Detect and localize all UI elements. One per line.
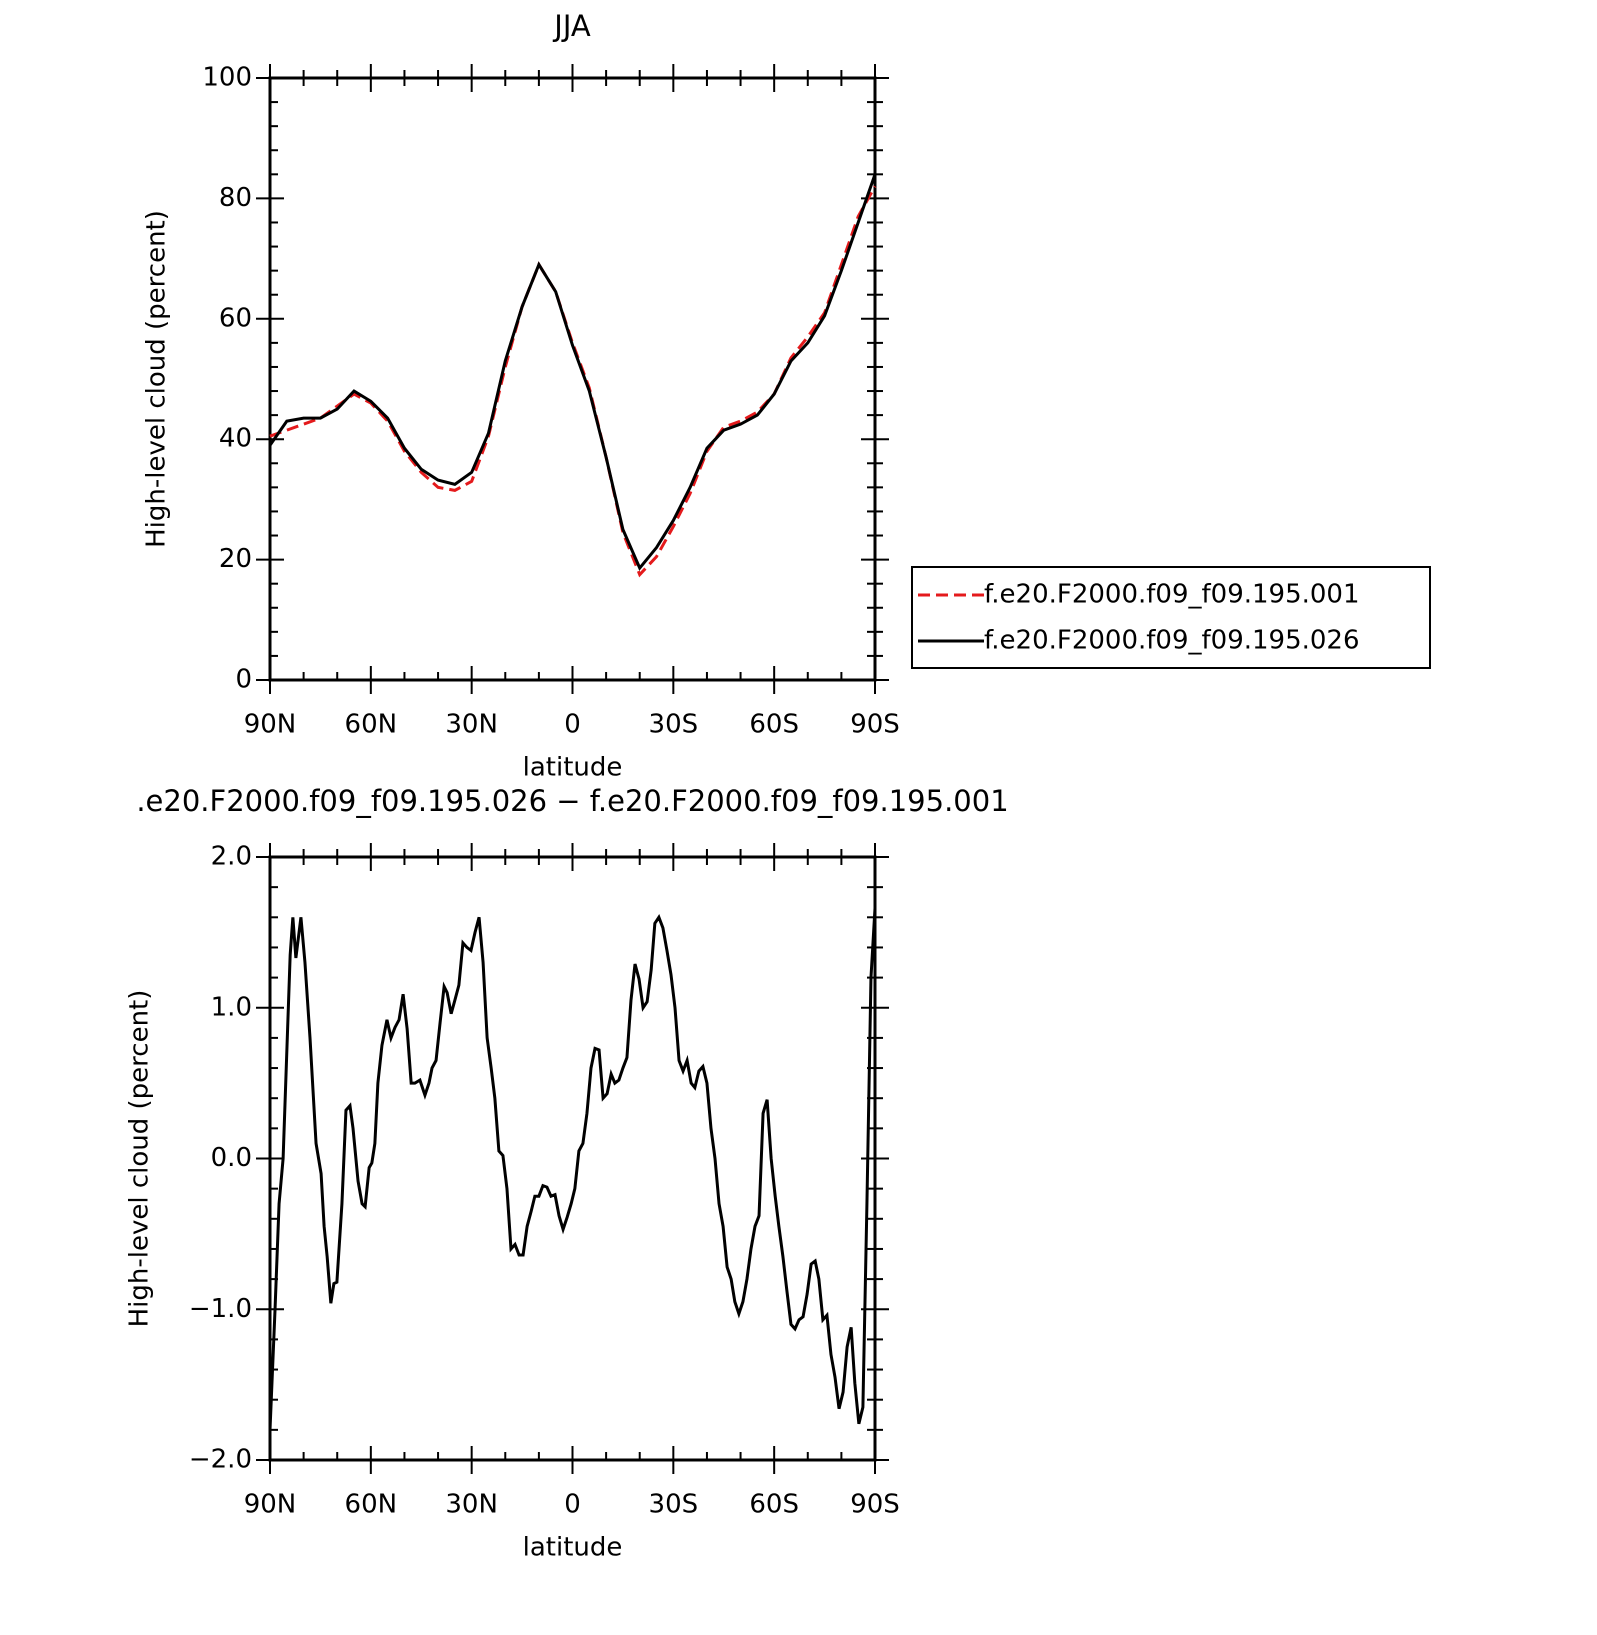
data-line [268,908,877,1430]
plot-frame [268,855,877,1462]
data-line [268,173,877,571]
y-tick-label: 2.0 [211,842,252,872]
x-axis-label: latitude [523,753,623,783]
y-tick-label: −1.0 [189,1294,252,1324]
legend-label: f.e20.F2000.f09_f09.195.026 [984,626,1360,656]
x-tick-label: 30S [649,1490,699,1520]
x-tick-label: 90N [244,710,297,740]
chart-title: JJA [552,9,591,43]
plot-frame [268,76,877,682]
x-tick-label: 30N [445,1490,498,1520]
y-tick-label: 0.0 [211,1143,252,1173]
x-axis-label: latitude [523,1533,623,1563]
y-tick-label: 80 [219,183,252,213]
x-tick-label: 30S [649,710,699,740]
chart-title: .e20.F2000.f09_f09.195.026 − f.e20.F2000… [136,784,1008,818]
legend-box [911,566,1431,669]
x-tick-label: 60N [345,710,398,740]
y-axis-label: High-level cloud (percent) [142,210,172,548]
y-tick-label: 1.0 [211,992,252,1022]
y-axis-label: High-level cloud (percent) [125,990,155,1328]
x-tick-label: 0 [564,710,581,740]
x-tick-label: 90S [850,1490,900,1520]
legend: f.e20.F2000.f09_f09.195.001 f.e20.F2000.f… [911,566,1431,669]
y-tick-label: 40 [219,424,252,454]
legend-label: f.e20.F2000.f09_f09.195.001 [984,580,1360,610]
x-tick-label: 30N [445,710,498,740]
data-line [269,185,877,578]
y-tick-label: 0 [235,665,252,695]
y-tick-label: −2.0 [189,1445,252,1475]
x-tick-label: 60S [749,1490,799,1520]
x-tick-label: 60N [345,1490,398,1520]
x-tick-label: 0 [564,1490,581,1520]
y-tick-label: 100 [202,63,252,93]
y-tick-label: 20 [219,544,252,574]
x-tick-label: 90N [244,1490,297,1520]
x-tick-label: 90S [850,710,900,740]
x-tick-label: 60S [749,710,799,740]
y-tick-label: 60 [219,303,252,333]
